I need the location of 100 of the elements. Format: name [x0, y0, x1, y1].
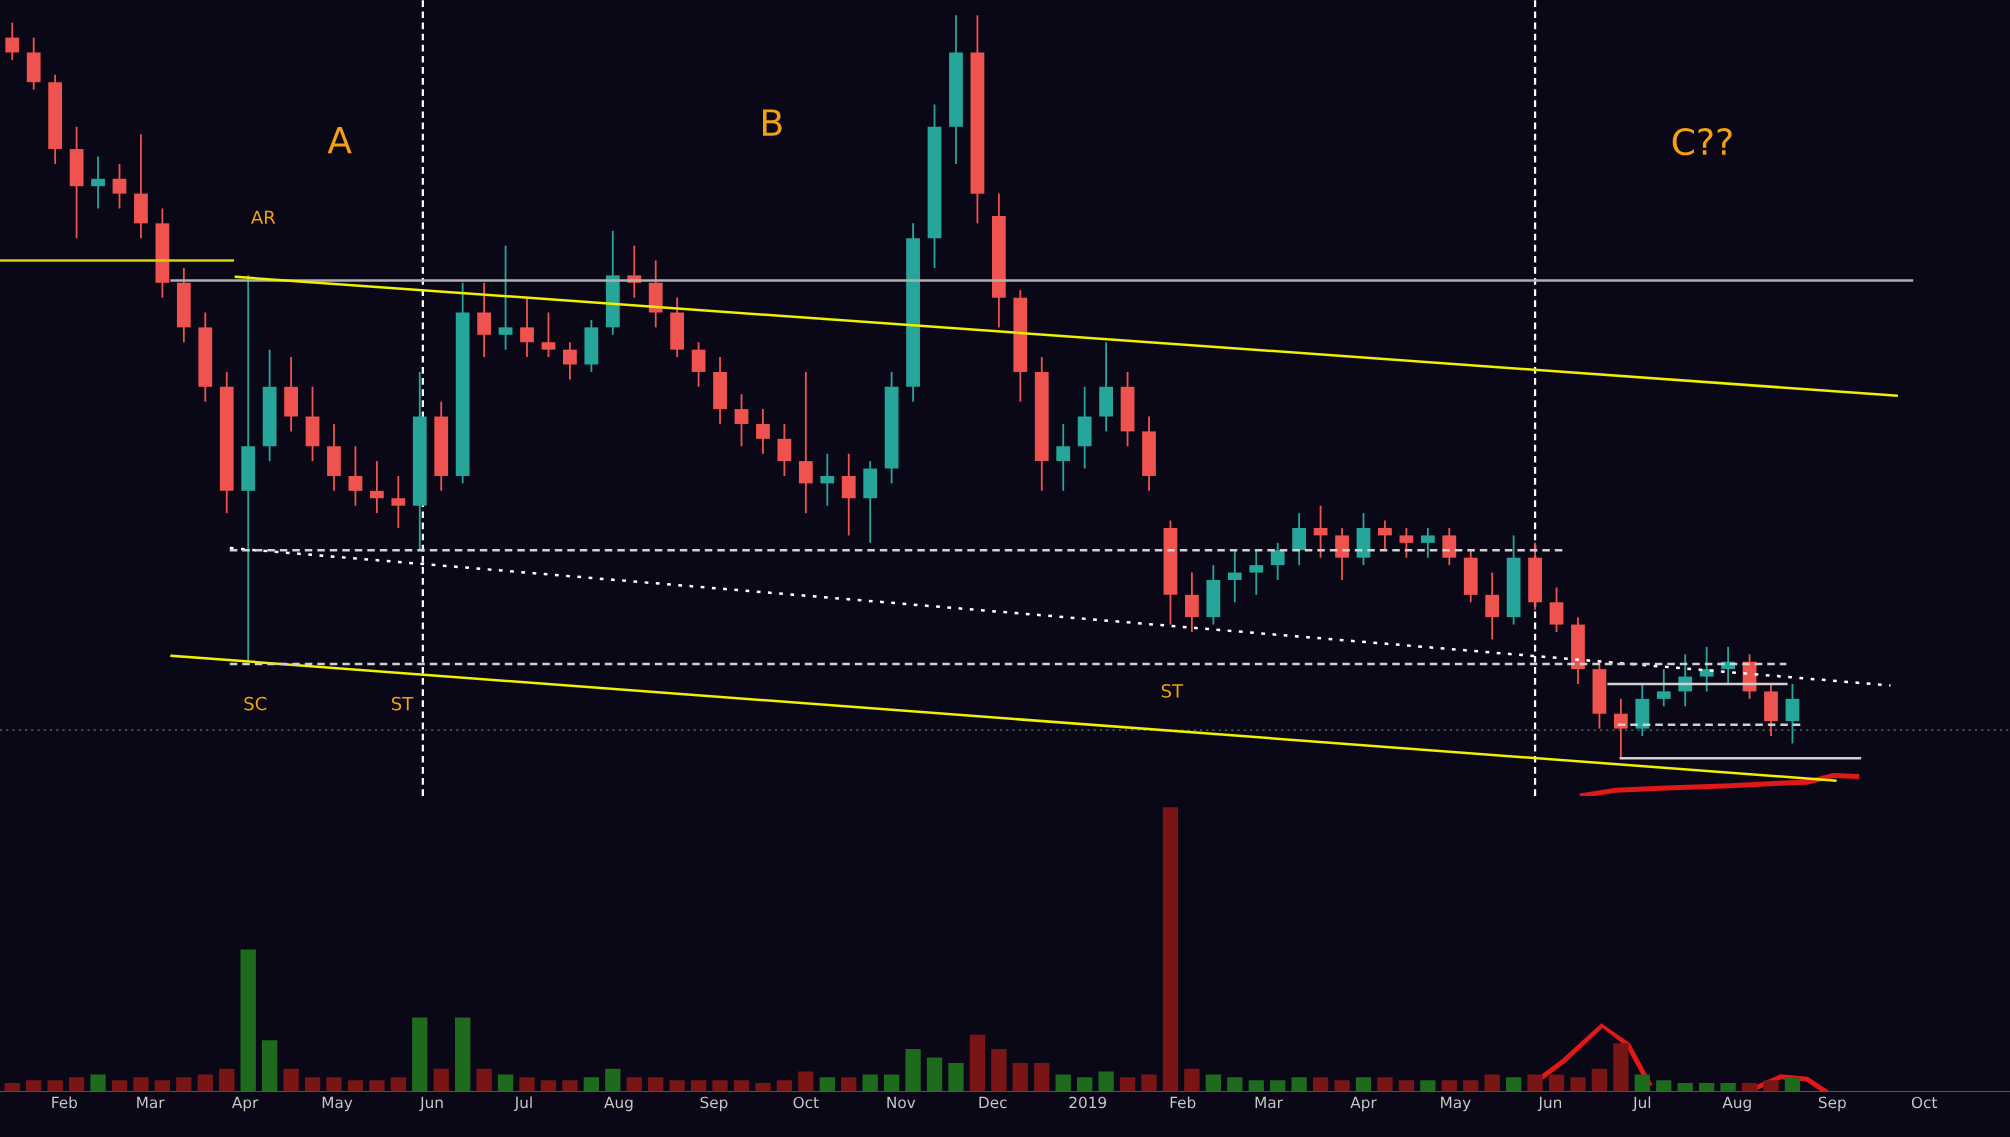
bar [497, 1074, 514, 1092]
x-tick-label: Apr [1350, 1096, 1377, 1112]
bar [1613, 1043, 1629, 1092]
candlestick [1613, 697, 1628, 760]
candlestick [1442, 527, 1457, 567]
bar [219, 1068, 235, 1092]
bar [1505, 1077, 1522, 1092]
bar [1377, 1077, 1393, 1092]
x-tick-label: Oct [793, 1096, 819, 1109]
bar [1227, 1077, 1243, 1092]
candlestick [756, 408, 770, 455]
bar [1784, 1077, 1801, 1092]
bar [519, 1077, 535, 1092]
x-tick-label: Mar [137, 1096, 165, 1109]
bar [1441, 1080, 1457, 1092]
bar [1012, 1063, 1028, 1092]
candlestick [563, 341, 577, 381]
candlestick [1335, 527, 1349, 581]
annotation: C?? [1672, 128, 1732, 156]
bar [1420, 1080, 1436, 1092]
bar [605, 1068, 621, 1092]
annotation: A [327, 126, 352, 154]
x-tick-label: Aug [1722, 1096, 1751, 1112]
bar [798, 1071, 814, 1092]
x-tick-label: May [322, 1096, 353, 1112]
bar [1699, 1082, 1715, 1092]
bar [669, 1080, 685, 1092]
bar [1570, 1077, 1586, 1092]
bar [1098, 1071, 1114, 1092]
candlestick [391, 475, 406, 529]
candlestick [734, 393, 749, 448]
bar [1141, 1074, 1157, 1092]
candlestick [691, 341, 706, 388]
bar [90, 1074, 106, 1092]
bar [862, 1074, 878, 1092]
candlestick [5, 21, 20, 61]
bar [68, 1077, 85, 1092]
bar [1463, 1080, 1479, 1092]
x-tick-label: May [1441, 1096, 1471, 1112]
bar [1527, 1074, 1543, 1092]
candlestick [348, 445, 363, 507]
x-tick-label: Mar [1255, 1096, 1283, 1109]
bar [926, 1057, 943, 1092]
bar [712, 1080, 728, 1092]
bar [240, 949, 256, 1092]
candlestick [541, 311, 556, 358]
candlestick [1378, 519, 1392, 552]
bar [154, 1080, 171, 1092]
candlestick [1485, 571, 1500, 641]
bar [540, 1080, 557, 1092]
annotation: ST [1161, 684, 1184, 698]
annotation: ST [391, 696, 414, 711]
candlestick [820, 452, 835, 507]
bar [433, 1068, 449, 1092]
bar [755, 1082, 771, 1092]
bar [412, 1017, 428, 1092]
x-tick-label: Dec [979, 1096, 1007, 1109]
bar [562, 1080, 578, 1092]
bar [1720, 1082, 1736, 1092]
x-tick-label: Feb [52, 1096, 78, 1109]
bar [626, 1077, 642, 1092]
candlestick [798, 371, 813, 515]
bar [197, 1074, 213, 1092]
x-tick-label: 2019 [1069, 1096, 1107, 1109]
candlestick [777, 423, 792, 477]
bar [1763, 1080, 1779, 1092]
bar [283, 1068, 299, 1092]
x-tick-label: Jul [513, 1096, 532, 1112]
candlestick [91, 155, 105, 210]
bar [1312, 1077, 1329, 1092]
bar [1162, 807, 1179, 1092]
candlestick [1785, 683, 1800, 745]
bar [690, 1080, 707, 1092]
bar [176, 1077, 192, 1092]
bar [1119, 1077, 1136, 1092]
candlestick [1699, 645, 1714, 693]
bar [991, 1048, 1007, 1092]
candlestick [498, 244, 513, 351]
candlestick [1399, 527, 1414, 559]
bar [4, 1082, 20, 1092]
candlestick [1056, 423, 1071, 492]
candlestick [112, 163, 127, 210]
bar [111, 1080, 128, 1092]
bar [304, 1077, 321, 1092]
x-tick-label: Jul [1632, 1096, 1651, 1112]
x-tick-label: Aug [604, 1096, 633, 1112]
bar [1334, 1080, 1350, 1092]
bar [841, 1077, 857, 1092]
bar [369, 1080, 385, 1092]
candlestick [1420, 527, 1435, 559]
bar [390, 1077, 406, 1092]
bar [733, 1080, 750, 1092]
bar [1591, 1068, 1608, 1092]
bar [1184, 1068, 1200, 1092]
x-tick-label: Jun [1537, 1096, 1562, 1112]
bar [1634, 1074, 1650, 1092]
bar [455, 1017, 471, 1092]
bar [1270, 1080, 1286, 1092]
bar [648, 1077, 664, 1092]
candlestick [1185, 571, 1199, 633]
